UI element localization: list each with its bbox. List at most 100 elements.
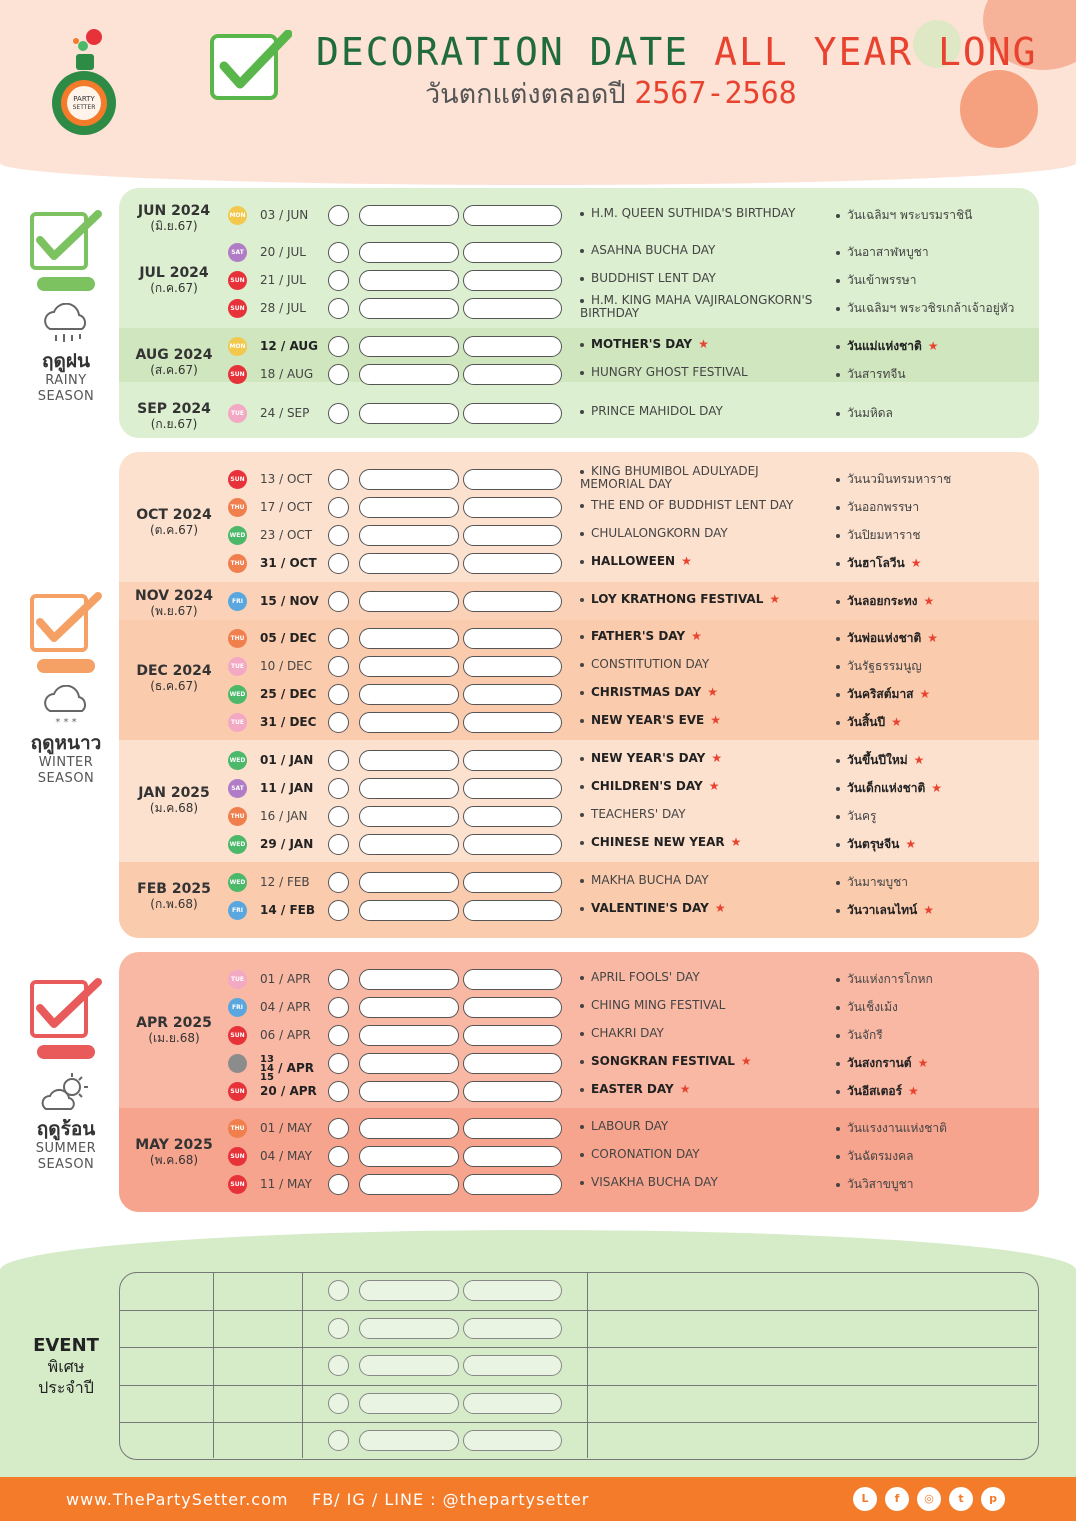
event-time-field[interactable] [463,1355,562,1376]
budget-field[interactable] [359,1118,459,1139]
instagram-icon[interactable]: ◎ [917,1487,941,1511]
check-circle[interactable] [328,712,349,733]
pinterest-icon[interactable]: p [981,1487,1005,1511]
website-link[interactable]: www.ThePartySetter.com [66,1490,289,1509]
check-circle[interactable] [328,1053,349,1074]
time-field[interactable] [463,298,562,319]
time-field[interactable] [463,997,562,1018]
event-budget-field[interactable] [359,1430,459,1451]
check-circle[interactable] [328,997,349,1018]
check-circle[interactable] [328,872,349,893]
check-circle[interactable] [328,684,349,705]
check-circle[interactable] [328,270,349,291]
check-circle[interactable] [328,628,349,649]
event-budget-field[interactable] [359,1355,459,1376]
budget-field[interactable] [359,1146,459,1167]
line-icon[interactable]: L [853,1487,877,1511]
time-field[interactable] [463,525,562,546]
check-circle[interactable] [328,336,349,357]
time-field[interactable] [463,242,562,263]
event-time-field[interactable] [463,1317,562,1339]
time-field[interactable] [463,205,562,226]
budget-field[interactable] [359,1053,459,1074]
budget-field[interactable] [359,628,459,649]
budget-field[interactable] [359,806,459,827]
time-field[interactable] [463,270,562,291]
budget-field[interactable] [359,712,459,733]
check-circle[interactable] [328,525,349,546]
budget-field[interactable] [359,778,459,799]
budget-field[interactable] [359,900,459,921]
time-field[interactable] [463,497,562,518]
time-field[interactable] [463,656,562,677]
time-field[interactable] [463,364,562,385]
time-field[interactable] [463,469,562,490]
check-circle[interactable] [328,1118,349,1139]
event-check-circle[interactable] [328,1355,349,1376]
event-time-field[interactable] [463,1392,562,1414]
check-circle[interactable] [328,969,349,990]
check-circle[interactable] [328,834,349,855]
budget-field[interactable] [359,497,459,518]
time-field[interactable] [463,1053,562,1074]
check-circle[interactable] [328,1146,349,1167]
budget-field[interactable] [359,834,459,855]
event-check-circle[interactable] [328,1392,349,1414]
budget-field[interactable] [359,270,459,291]
budget-field[interactable] [359,1025,459,1046]
budget-field[interactable] [359,364,459,385]
budget-field[interactable] [359,298,459,319]
check-circle[interactable] [328,1081,349,1102]
time-field[interactable] [463,591,562,612]
time-field[interactable] [463,553,562,574]
time-field[interactable] [463,684,562,705]
check-circle[interactable] [328,298,349,319]
time-field[interactable] [463,834,562,855]
event-time-field[interactable] [463,1280,562,1301]
time-field[interactable] [463,1146,562,1167]
budget-field[interactable] [359,553,459,574]
check-circle[interactable] [328,656,349,677]
event-check-circle[interactable] [328,1317,349,1339]
event-budget-field[interactable] [359,1317,459,1339]
time-field[interactable] [463,806,562,827]
event-check-circle[interactable] [328,1430,349,1451]
event-budget-field[interactable] [359,1392,459,1414]
budget-field[interactable] [359,403,459,424]
budget-field[interactable] [359,242,459,263]
check-circle[interactable] [328,364,349,385]
check-circle[interactable] [328,469,349,490]
twitter-icon[interactable]: t [949,1487,973,1511]
budget-field[interactable] [359,591,459,612]
check-circle[interactable] [328,900,349,921]
budget-field[interactable] [359,336,459,357]
budget-field[interactable] [359,997,459,1018]
time-field[interactable] [463,900,562,921]
check-circle[interactable] [328,1025,349,1046]
check-circle[interactable] [328,242,349,263]
event-time-field[interactable] [463,1430,562,1451]
time-field[interactable] [463,712,562,733]
budget-field[interactable] [359,684,459,705]
budget-field[interactable] [359,750,459,771]
check-circle[interactable] [328,1174,349,1195]
time-field[interactable] [463,778,562,799]
check-circle[interactable] [328,591,349,612]
budget-field[interactable] [359,872,459,893]
event-budget-field[interactable] [359,1280,459,1301]
time-field[interactable] [463,628,562,649]
check-circle[interactable] [328,553,349,574]
time-field[interactable] [463,1025,562,1046]
time-field[interactable] [463,872,562,893]
budget-field[interactable] [359,525,459,546]
time-field[interactable] [463,969,562,990]
budget-field[interactable] [359,1174,459,1195]
budget-field[interactable] [359,656,459,677]
time-field[interactable] [463,403,562,424]
facebook-icon[interactable]: f [885,1487,909,1511]
check-circle[interactable] [328,750,349,771]
time-field[interactable] [463,336,562,357]
check-circle[interactable] [328,497,349,518]
time-field[interactable] [463,1118,562,1139]
time-field[interactable] [463,1081,562,1102]
